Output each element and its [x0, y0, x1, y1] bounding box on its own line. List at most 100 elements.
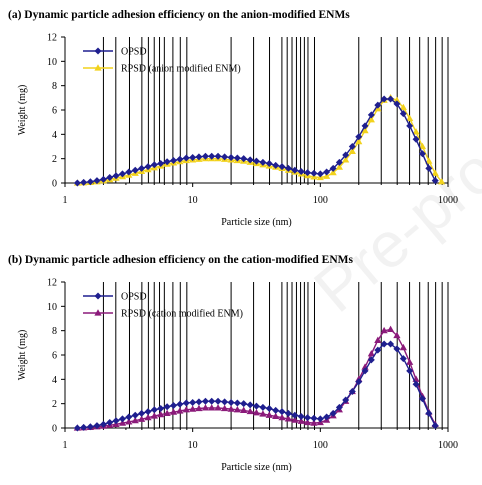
x-tick-label: 10	[188, 195, 198, 206]
data-point	[387, 340, 395, 348]
data-point	[137, 415, 146, 422]
data-point	[380, 326, 388, 334]
data-point	[425, 409, 433, 417]
data-point	[246, 156, 254, 164]
data-point	[316, 170, 324, 178]
y-tick-label: 10	[47, 302, 57, 313]
data-point	[272, 161, 280, 169]
data-point	[252, 157, 260, 165]
data-point	[393, 345, 401, 353]
data-point	[233, 399, 241, 407]
y-tick-label: 0	[52, 179, 57, 190]
data-point	[118, 170, 126, 178]
data-point	[214, 152, 222, 160]
x-tick-label: 100	[313, 440, 328, 451]
data-point	[431, 422, 439, 430]
data-point	[291, 166, 299, 174]
data-point	[201, 397, 209, 405]
data-point	[182, 405, 190, 413]
data-point	[170, 156, 178, 164]
y-tick-label: 8	[52, 81, 57, 92]
data-point	[118, 415, 126, 423]
data-point	[73, 179, 81, 187]
data-point	[208, 397, 216, 405]
data-point	[125, 168, 133, 176]
data-point	[265, 411, 273, 418]
data-point	[335, 158, 343, 166]
data-point	[214, 404, 222, 411]
chart-a-title: (a) Dynamic particle adhesion efficiency…	[8, 9, 350, 21]
data-point	[399, 103, 407, 111]
series-0	[73, 95, 439, 187]
data-point	[157, 410, 165, 418]
data-point	[329, 409, 337, 417]
data-point	[412, 128, 420, 135]
data-point	[157, 160, 165, 168]
y-tick-label: 6	[52, 351, 57, 362]
data-point	[316, 415, 324, 423]
data-point	[144, 163, 152, 171]
data-point	[73, 424, 81, 432]
data-point	[418, 150, 426, 158]
data-point	[323, 172, 331, 179]
chart-a-plot: 0 2 4 6 8 10 12 1 10 100 1000 Particle size (nm) Wei…	[17, 33, 458, 229]
data-point	[201, 152, 209, 160]
data-point	[208, 404, 216, 411]
y-tick-label: 0	[52, 424, 57, 435]
data-point	[259, 403, 267, 411]
x-tick-label: 10	[188, 440, 198, 451]
data-point	[303, 418, 312, 426]
data-point	[93, 177, 101, 185]
data-point	[182, 399, 190, 407]
data-point	[221, 404, 229, 412]
data-point	[131, 416, 139, 424]
data-point	[125, 413, 133, 421]
data-point	[367, 115, 375, 123]
data-point	[291, 416, 299, 423]
data-point	[412, 135, 420, 143]
data-point	[195, 153, 203, 161]
data-point	[329, 164, 337, 172]
data-point	[86, 423, 94, 431]
data-point	[246, 407, 254, 415]
data-point	[252, 408, 261, 416]
data-point	[355, 133, 363, 141]
data-point	[259, 158, 267, 166]
data-point	[348, 147, 356, 154]
data-point	[144, 408, 152, 416]
y-axis-label: Weight (mg)	[17, 85, 28, 136]
data-point	[406, 114, 414, 122]
data-point	[138, 409, 146, 417]
data-point	[374, 346, 382, 354]
data-point	[355, 137, 363, 145]
data-point	[125, 418, 133, 425]
data-point	[227, 153, 235, 161]
data-point	[221, 398, 229, 406]
data-point	[182, 154, 190, 162]
data-point	[412, 380, 420, 388]
data-point	[329, 168, 337, 176]
data-point	[361, 367, 369, 375]
data-point	[380, 340, 388, 348]
data-point	[278, 163, 286, 171]
data-point	[380, 95, 388, 103]
data-point	[208, 152, 216, 160]
data-point	[189, 398, 197, 406]
data-point	[150, 161, 158, 169]
data-point	[374, 101, 382, 109]
data-point	[214, 397, 222, 405]
legend-label: RPSD (cation modified ENM)	[121, 309, 243, 320]
data-point	[227, 405, 235, 412]
x-tick-label: 1	[63, 440, 68, 451]
y-tick-label: 10	[47, 57, 57, 68]
data-point	[99, 420, 107, 428]
data-point	[265, 160, 273, 168]
y-tick-label: 4	[52, 375, 57, 386]
data-point	[272, 412, 280, 420]
data-point	[240, 406, 248, 413]
data-point	[418, 395, 426, 403]
x-axis-label: Particle size (nm)	[221, 462, 292, 473]
data-point	[278, 413, 286, 421]
data-point	[297, 412, 305, 420]
data-point	[86, 178, 94, 186]
